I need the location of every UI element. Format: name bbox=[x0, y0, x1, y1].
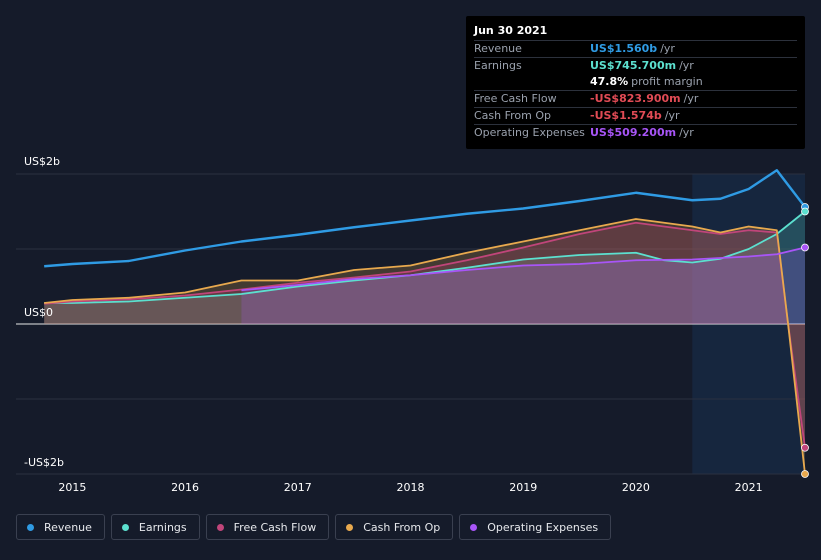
legend-label: Free Cash Flow bbox=[233, 520, 317, 534]
tooltip-row-value: US$509.200m bbox=[590, 126, 677, 139]
legend-label: Revenue bbox=[44, 520, 92, 534]
legend-dot-icon bbox=[121, 523, 129, 531]
legend-item-operating-expenses[interactable]: Operating Expenses bbox=[459, 514, 612, 540]
tooltip-date: Jun 30 2021 bbox=[474, 24, 548, 37]
series-end-marker bbox=[801, 207, 809, 216]
series-areas bbox=[44, 211, 805, 474]
legend-dot-icon bbox=[470, 523, 478, 531]
series-end-marker bbox=[801, 470, 809, 478]
y-axis-labels: US$2b US$0 -US$2b bbox=[24, 155, 64, 469]
tooltip-row-value: -US$1.574b bbox=[590, 109, 662, 122]
legend-label: Cash From Op bbox=[363, 520, 441, 534]
legend-dot-icon bbox=[27, 523, 34, 531]
tooltip-row-unit: profit margin bbox=[631, 75, 703, 88]
series-end-marker bbox=[801, 243, 809, 252]
tooltip-row-unit: /yr bbox=[683, 92, 699, 105]
tooltip-row-label: Cash From Op bbox=[474, 109, 552, 122]
legend-label: Operating Expenses bbox=[487, 520, 599, 534]
tooltip-row-unit: /yr bbox=[679, 59, 694, 72]
legend-item-free-cash-flow[interactable]: Free Cash Flow bbox=[205, 514, 330, 540]
tooltip-row-value: US$1.560b bbox=[590, 42, 658, 55]
tooltip-row-label: Revenue bbox=[474, 42, 522, 55]
tooltip-row: 47.8% profit margin bbox=[474, 74, 797, 90]
tooltip-row-unit: /yr bbox=[679, 126, 694, 139]
tooltip-row-unit: /yr bbox=[664, 109, 680, 122]
series-area bbox=[44, 222, 805, 448]
grid-lines bbox=[16, 173, 805, 475]
tooltip-row: Earnings US$745.700m/yr bbox=[474, 57, 797, 74]
x-tick-label: 2021 bbox=[735, 481, 763, 494]
series-end-markers bbox=[801, 203, 809, 478]
y-tick-label: -US$2b bbox=[24, 456, 64, 469]
series-area bbox=[44, 211, 805, 324]
x-tick-label: 2019 bbox=[509, 481, 537, 494]
tooltip-row-unit: /yr bbox=[660, 42, 675, 55]
tooltip-row: Free Cash Flow -US$823.900m/yr bbox=[474, 90, 797, 107]
legend-label: Earnings bbox=[138, 520, 187, 534]
tooltip-row-value: -US$823.900m bbox=[590, 92, 681, 105]
x-tick-label: 2017 bbox=[284, 481, 312, 494]
legend-item-cash-from-op[interactable]: Cash From Op bbox=[335, 514, 454, 540]
tooltip-row-value: US$745.700m bbox=[590, 59, 677, 72]
y-tick-label: US$0 bbox=[24, 306, 53, 319]
x-tick-label: 2015 bbox=[58, 481, 86, 494]
tooltip-row-label: Free Cash Flow bbox=[474, 92, 557, 105]
tooltip-row: Operating Expenses US$509.200m/yr bbox=[474, 124, 797, 141]
tooltip-panel: Jun 30 2021 Revenue US$1.560b/yr Earnings U… bbox=[466, 16, 805, 149]
legend-dot-icon bbox=[216, 523, 224, 531]
tooltip-rows: Revenue US$1.560b/yr Earnings US$745.700m/y… bbox=[474, 40, 797, 141]
tooltip-row: Cash From Op -US$1.574b/yr bbox=[474, 107, 797, 124]
legend-dot-icon bbox=[346, 523, 354, 531]
tooltip-row-value: 47.8% bbox=[590, 75, 629, 88]
series-line bbox=[44, 169, 806, 268]
x-axis-labels: 2015 2016 2017 2018 2019 2020 2021 bbox=[58, 481, 762, 494]
tooltip-row: Revenue US$1.560b/yr bbox=[474, 40, 797, 57]
tooltip-row-label bbox=[474, 74, 590, 90]
x-tick-label: 2018 bbox=[397, 481, 425, 494]
tooltip-row-label: Operating Expenses bbox=[474, 126, 585, 139]
legend: Revenue Earnings Free Cash Flow Cash From O… bbox=[16, 514, 617, 542]
series-end-marker bbox=[801, 443, 809, 452]
legend-item-revenue[interactable]: Revenue bbox=[16, 514, 105, 540]
x-tick-label: 2016 bbox=[171, 481, 199, 494]
series-line bbox=[44, 218, 806, 475]
y-tick-label: US$2b bbox=[24, 155, 60, 168]
series-line bbox=[241, 246, 806, 292]
legend-item-earnings[interactable]: Earnings bbox=[110, 514, 200, 540]
series-lines bbox=[44, 169, 806, 475]
x-tick-label: 2020 bbox=[622, 481, 650, 494]
series-area bbox=[241, 247, 805, 324]
series-line bbox=[44, 221, 806, 448]
tooltip-row-label: Earnings bbox=[474, 59, 522, 72]
